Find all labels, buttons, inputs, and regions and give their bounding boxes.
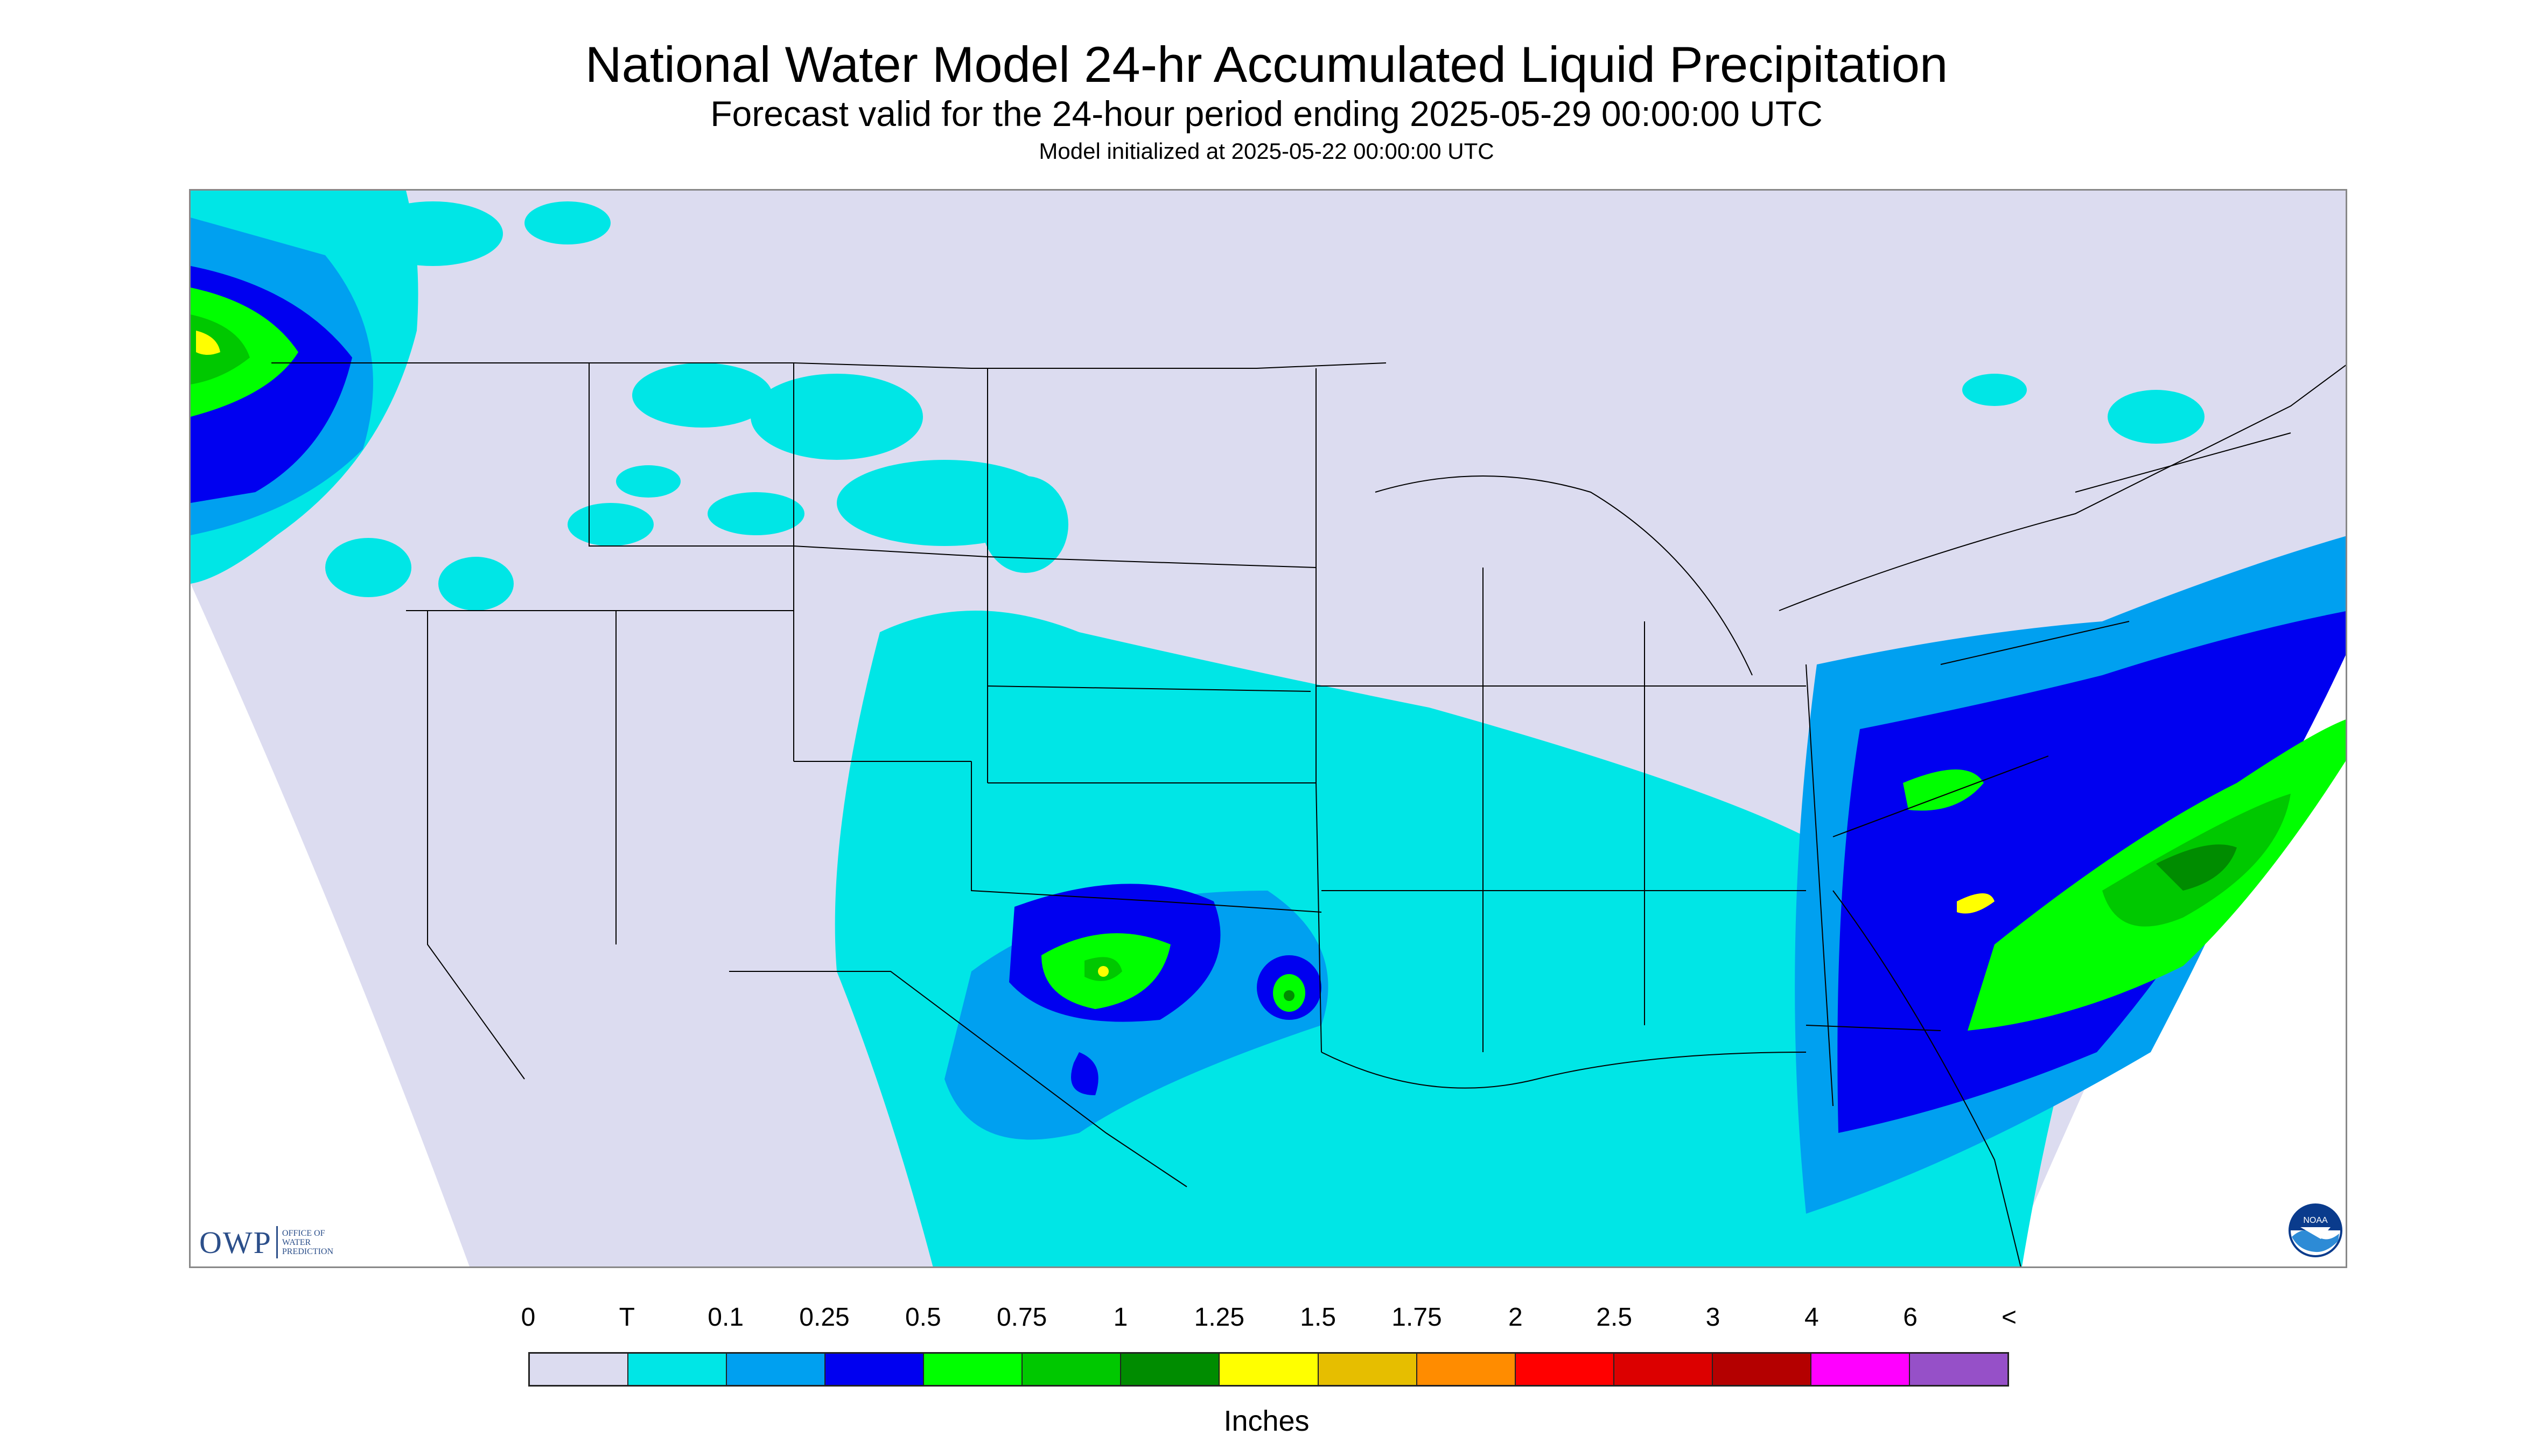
legend-labels: 0 T 0.1 0.25 0.5 0.75 1 1.25 1.5 1.75 2 2.5 3 4 6 < [521,1301,2017,1339]
legend-label: 3 [1705,1303,1720,1332]
noaa-emblem-icon: NOAA [2289,1203,2342,1257]
left-domain-edge [191,584,470,1266]
model-init-line: Model initialized at 2025-05-22 00:00:00… [1039,138,1494,164]
map-subtitle: Forecast valid for the 24-hour period en… [710,94,1823,134]
legend-label: T [619,1303,635,1332]
legend-swatch [727,1354,826,1385]
legend-label: 0.5 [905,1303,941,1332]
legend-label: 0.75 [996,1303,1047,1332]
legend-swatch [1023,1354,1122,1385]
legend-units: Inches [1223,1405,1310,1437]
legend-swatch [628,1354,727,1385]
legend-label: 4 [1804,1303,1819,1332]
legend-swatch [1909,1354,2007,1385]
legend-swatch [1515,1354,1614,1385]
legend-label: 0.1 [708,1303,744,1332]
legend-swatch [1121,1354,1220,1385]
owp-logo-text: OFFICE OF WATER PREDICTION [282,1228,333,1256]
precipitation-map [189,189,2347,1268]
legend-label: 0.25 [799,1303,850,1332]
legend-swatch [1417,1354,1516,1385]
legend-label: < [2001,1303,2017,1332]
legend-label: 6 [1903,1303,1918,1332]
legend-swatch [1614,1354,1713,1385]
legend-swatch [1318,1354,1417,1385]
map-title: National Water Model 24-hr Accumulated L… [585,36,1948,93]
owp-logo-mark: OWP [199,1224,272,1260]
legend-swatch [924,1354,1023,1385]
legend-label: 2.5 [1596,1303,1633,1332]
precip-pacific-northwest [191,191,418,584]
legend-swatch [1811,1354,1910,1385]
legend-swatch [530,1354,629,1385]
legend-label: 1.5 [1300,1303,1337,1332]
legend-label: 2 [1508,1303,1523,1332]
owp-logo-divider [276,1226,278,1258]
legend-label: 1.25 [1194,1303,1245,1332]
legend-label: 1 [1113,1303,1128,1332]
color-scale [528,1352,2009,1387]
legend-swatch [1220,1354,1319,1385]
legend-swatch [825,1354,925,1385]
map-canvas [191,191,2346,1266]
legend-label: 0 [521,1303,536,1332]
owp-logo: OWP OFFICE OF WATER PREDICTION [199,1223,347,1261]
noaa-emblem-text: NOAA [2303,1216,2328,1225]
legend-swatch [1712,1354,1811,1385]
legend-label: 1.75 [1391,1303,1442,1332]
political-boundaries [271,362,2346,1266]
